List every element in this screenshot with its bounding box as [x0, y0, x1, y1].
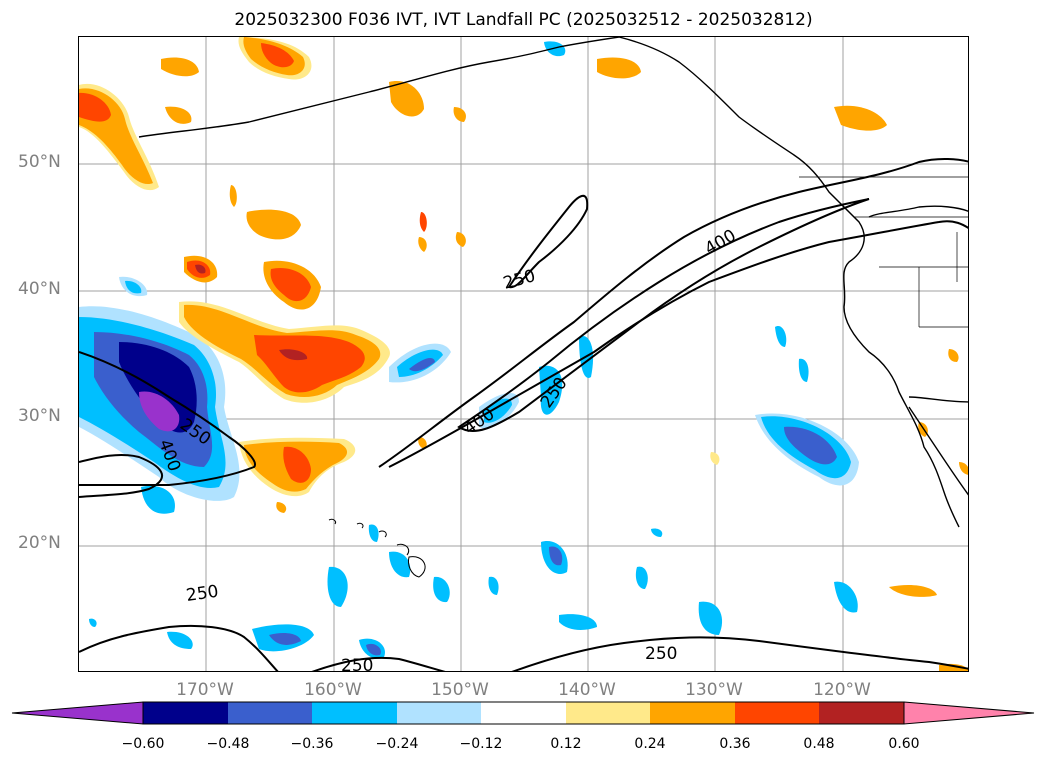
- contour-label-250-a: 250: [501, 266, 538, 294]
- negative-anomaly-west: [79, 276, 240, 514]
- colorbar-tick: −0.48: [206, 736, 250, 752]
- ivt-contours: [79, 158, 968, 671]
- lon-label-160w: 160°W: [304, 680, 362, 700]
- lon-label-170w: 170°W: [176, 680, 234, 700]
- coastlines: [138, 37, 968, 528]
- lon-label-120w: 120°W: [813, 680, 871, 700]
- colorbar-segment-above: [903, 701, 1035, 725]
- lon-label-130w: 130°W: [685, 680, 743, 700]
- colorbar-segment: [566, 702, 650, 724]
- colorbar-segment: [397, 702, 481, 724]
- colorbar: [11, 701, 1035, 725]
- contour-label-250-f: 250: [645, 644, 677, 664]
- lon-label-150w: 150°W: [431, 680, 489, 700]
- colorbar-segment: [143, 702, 228, 724]
- colorbar-segment: [228, 702, 312, 724]
- colorbar-tick: 0.12: [550, 736, 582, 752]
- lat-label-50n: 50°N: [18, 152, 61, 172]
- lat-label-30n: 30°N: [18, 406, 61, 426]
- negative-anomaly-spots: [89, 41, 859, 659]
- lon-label-140w: 140°W: [558, 680, 616, 700]
- colorbar-segment: [481, 702, 566, 724]
- colorbar-tick: −0.60: [121, 736, 165, 752]
- gridlines: [79, 37, 968, 671]
- colorbar-tick: −0.24: [375, 736, 419, 752]
- hawaii-islands: [328, 518, 426, 578]
- colorbar-tick: −0.12: [459, 736, 503, 752]
- border-lines: [799, 176, 968, 328]
- contour-label-250-d: 250: [185, 582, 220, 606]
- map-title: 2025032300 F036 IVT, IVT Landfall PC (20…: [234, 10, 813, 30]
- colorbar-segment: [650, 702, 735, 724]
- map-panel: 250 400 400 250 250 400 250 250 250: [78, 36, 969, 672]
- lat-label-40n: 40°N: [18, 279, 61, 299]
- colorbar-segment: [735, 702, 819, 724]
- colorbar-segment-below: [11, 701, 144, 725]
- lat-label-20n: 20°N: [18, 533, 61, 553]
- colorbar-tick: 0.36: [719, 736, 751, 752]
- colorbar-tick: 0.60: [888, 736, 920, 752]
- contour-label-250-e: 250: [341, 656, 373, 672]
- colorbar-tick: 0.24: [634, 736, 666, 752]
- colorbar-tick: 0.48: [803, 736, 835, 752]
- colorbar-segment: [312, 702, 397, 724]
- colorbar-segment: [819, 702, 904, 724]
- map-canvas: 250 400 400 250 250 400 250 250 250: [79, 37, 968, 672]
- positive-anomaly-field: [79, 37, 968, 671]
- colorbar-tick: −0.36: [290, 736, 334, 752]
